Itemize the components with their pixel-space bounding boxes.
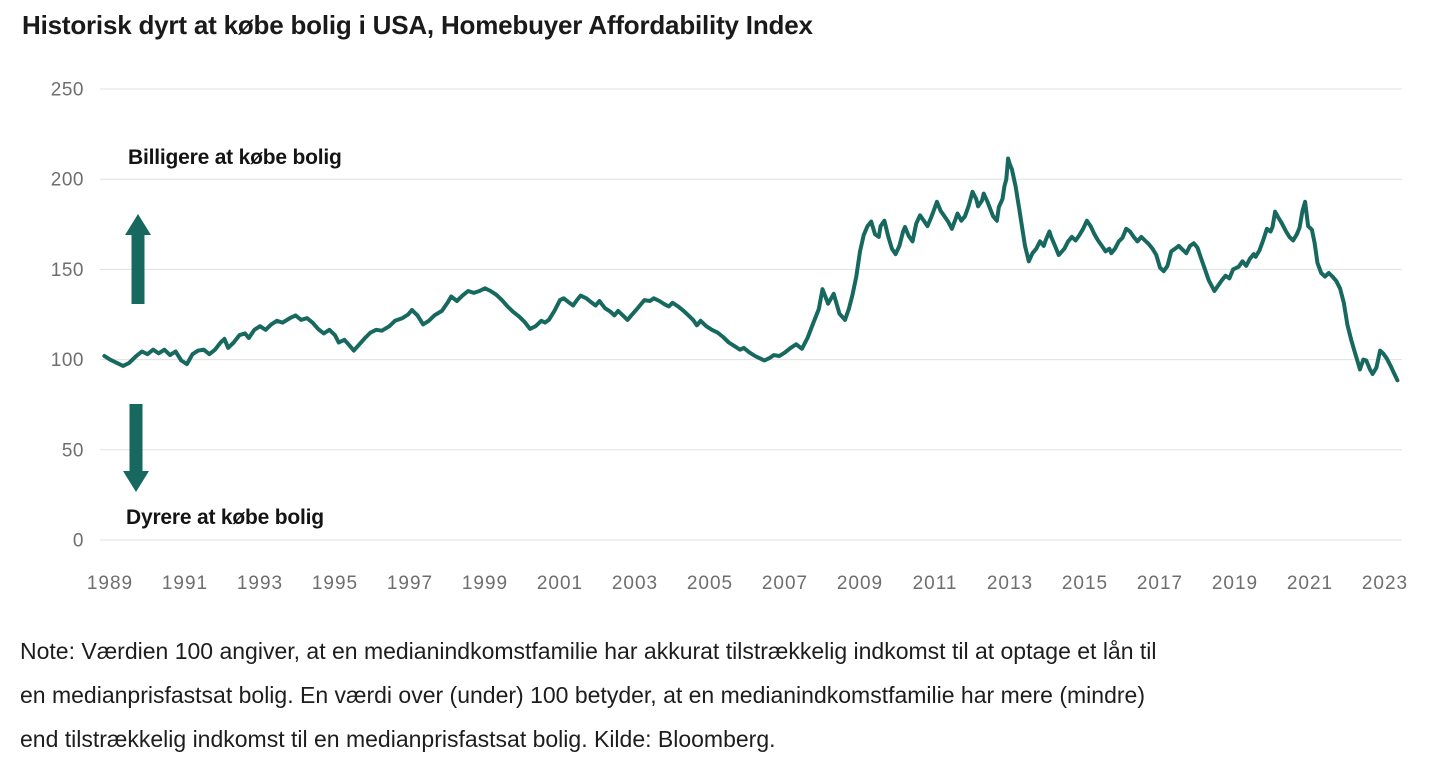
note-line-with-source: end tilstrækkelig indkomst til en median… [20, 726, 776, 752]
y-axis-tick-label: 100 [51, 350, 84, 371]
x-axis-tick-label: 2005 [687, 573, 733, 594]
note: Note: Værdien 100 angiver, at en mediani… [20, 629, 1440, 761]
y-axis-tick-label: 250 [51, 80, 84, 101]
x-axis-tick-label: 2021 [1287, 573, 1333, 594]
annotation-more-expensive-to-buy: Dyrere at købe bolig [126, 506, 324, 529]
x-axis-tick-label: 1997 [387, 573, 433, 594]
x-axis-tick-label: 1991 [162, 573, 208, 594]
x-axis-tick-label: 2023 [1362, 573, 1408, 594]
x-axis-tick-label: 1999 [462, 573, 508, 594]
x-axis-tick-label: 1989 [87, 573, 133, 594]
x-axis-tick-label: 2001 [537, 573, 583, 594]
y-axis-tick-label: 200 [51, 170, 84, 191]
x-axis-tick-label: 2003 [612, 573, 658, 594]
arrow-down-icon [123, 404, 149, 492]
x-axis-tick-label: 2017 [1137, 573, 1183, 594]
x-axis-tick-label: 1993 [237, 573, 283, 594]
affordability-line-chart: 0 50 100 150 200 250 1989 1991 1993 1995 1997 1999 2… [51, 80, 1408, 595]
x-axis-tick-label: 2007 [762, 573, 808, 594]
note-line: Note: Værdien 100 angiver, at en mediani… [20, 638, 1157, 664]
annotation-cheaper-to-buy: Billigere at købe bolig [128, 146, 342, 169]
y-axis-tick-label: 50 [62, 440, 84, 461]
x-axis-tick-label: 2009 [837, 573, 883, 594]
x-axis-tick-label: 2015 [1062, 573, 1108, 594]
y-axis-tick-label: 150 [51, 260, 84, 281]
x-axis-tick-label: 1995 [312, 573, 358, 594]
chart-title: Historisk dyrt at købe bolig i USA, Home… [22, 10, 813, 40]
y-axis-tick-label: 0 [73, 531, 84, 552]
note-line: en medianprisfastsat bolig. En værdi ove… [20, 682, 1145, 708]
affordability-index-line [102, 156, 1400, 383]
arrow-up-icon [125, 214, 151, 304]
x-axis-tick-label: 2013 [987, 573, 1033, 594]
x-axis-tick-label: 2011 [913, 573, 958, 594]
x-axis-tick-label: 2019 [1212, 573, 1258, 594]
